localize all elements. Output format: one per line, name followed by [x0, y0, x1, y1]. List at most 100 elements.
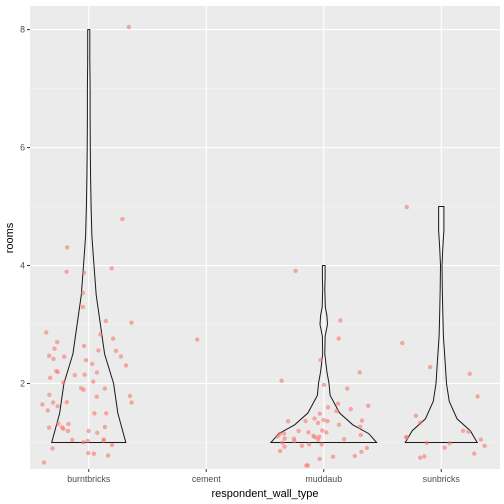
data-point-muddaub [324, 430, 329, 435]
data-point-muddaub [317, 456, 322, 462]
data-point-muddaub [345, 386, 350, 391]
data-point-muddaub [348, 406, 353, 412]
data-point-burntbricks [81, 387, 86, 392]
y-tick-label: 2 [20, 378, 25, 388]
data-point-burntbricks [106, 453, 111, 458]
data-point-burntbricks [51, 356, 56, 362]
data-point-burntbricks [83, 358, 89, 363]
data-point-burntbricks [64, 269, 69, 274]
data-point-muddaub [315, 437, 321, 442]
data-point-burntbricks [50, 400, 56, 405]
data-point-sunbricks [442, 445, 447, 450]
data-point-burntbricks [102, 424, 108, 430]
data-point-burntbricks [129, 320, 134, 325]
data-point-burntbricks [82, 372, 87, 377]
data-point-sunbricks [478, 437, 483, 442]
data-point-burntbricks [94, 370, 100, 375]
data-point-muddaub [359, 449, 364, 454]
x-tick-label: burntbricks [67, 474, 111, 484]
data-point-muddaub [352, 453, 357, 459]
data-point-burntbricks [101, 437, 107, 442]
data-point-sunbricks [422, 454, 427, 459]
data-point-burntbricks [118, 354, 124, 359]
data-point-sunbricks [404, 435, 409, 440]
data-point-burntbricks [81, 270, 87, 275]
y-axis-ticks: 2 4 6 8 [20, 25, 30, 388]
data-point-burntbricks [61, 380, 66, 385]
data-point-muddaub [291, 436, 297, 441]
y-tick-label: 4 [20, 261, 25, 271]
data-point-burntbricks [120, 216, 125, 222]
data-point-burntbricks [81, 440, 86, 445]
data-point-burntbricks [86, 428, 91, 434]
data-point-muddaub [281, 431, 287, 436]
data-point-burntbricks [72, 373, 78, 378]
data-point-sunbricks [428, 364, 433, 370]
data-point-muddaub [299, 443, 305, 448]
jitter-points-layer [40, 24, 487, 468]
data-point-burntbricks [70, 437, 75, 443]
data-point-burntbricks [126, 24, 132, 30]
data-point-muddaub [306, 430, 311, 435]
data-point-burntbricks [56, 421, 61, 426]
x-axis-title: respondent_wall_type [211, 488, 318, 500]
data-point-burntbricks [102, 386, 108, 391]
data-point-burntbricks [92, 411, 97, 416]
x-tick-label: cement [192, 474, 221, 484]
data-point-sunbricks [467, 371, 472, 376]
data-point-sunbricks [424, 440, 429, 446]
data-point-burntbricks [55, 340, 60, 345]
data-point-burntbricks [80, 290, 86, 296]
data-point-burntbricks [110, 336, 116, 341]
data-point-muddaub [336, 422, 342, 427]
data-point-muddaub [285, 419, 291, 424]
data-point-muddaub [303, 418, 308, 424]
data-point-burntbricks [91, 379, 96, 384]
data-point-burntbricks [54, 368, 59, 374]
data-point-burntbricks [44, 330, 49, 335]
data-point-muddaub [282, 444, 287, 449]
data-point-burntbricks [52, 346, 57, 351]
data-point-muddaub [318, 357, 323, 363]
data-point-burntbricks [90, 361, 95, 367]
data-point-muddaub [315, 420, 321, 426]
data-point-muddaub [335, 401, 341, 406]
data-point-muddaub [364, 445, 370, 451]
data-point-muddaub [320, 428, 325, 433]
data-point-burntbricks [95, 430, 100, 435]
data-point-burntbricks [45, 408, 50, 413]
data-point-muddaub [325, 418, 330, 424]
data-point-burntbricks [55, 404, 60, 409]
data-point-muddaub [321, 417, 326, 423]
data-point-sunbricks [472, 451, 477, 456]
data-point-burntbricks [61, 354, 67, 359]
data-point-muddaub [334, 408, 339, 414]
data-point-burntbricks [64, 400, 70, 405]
data-point-muddaub [305, 463, 310, 468]
data-point-burntbricks [40, 402, 45, 407]
data-point-sunbricks [482, 443, 487, 448]
data-point-burntbricks [113, 348, 119, 353]
data-point-sunbricks [400, 340, 405, 346]
y-axis-title: rooms [4, 222, 16, 253]
data-point-muddaub [325, 405, 331, 410]
data-point-muddaub [306, 442, 312, 447]
data-point-muddaub [311, 433, 316, 438]
data-point-burntbricks [47, 353, 52, 358]
data-point-burntbricks [80, 304, 86, 310]
data-point-burntbricks [41, 460, 47, 465]
data-point-burntbricks [91, 451, 97, 456]
data-point-burntbricks [96, 348, 101, 353]
data-point-muddaub [293, 268, 298, 273]
data-point-muddaub [312, 416, 317, 421]
data-point-muddaub [338, 318, 343, 323]
data-point-burntbricks [85, 438, 91, 444]
data-point-sunbricks [413, 413, 419, 418]
data-point-burntbricks [50, 446, 55, 451]
data-point-cement [195, 337, 200, 342]
data-point-muddaub [358, 432, 363, 438]
data-point-burntbricks [129, 400, 134, 405]
data-point-muddaub [279, 378, 284, 383]
data-point-burntbricks [46, 425, 52, 430]
